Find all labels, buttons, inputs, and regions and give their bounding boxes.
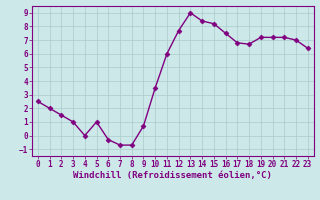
X-axis label: Windchill (Refroidissement éolien,°C): Windchill (Refroidissement éolien,°C)	[73, 171, 272, 180]
